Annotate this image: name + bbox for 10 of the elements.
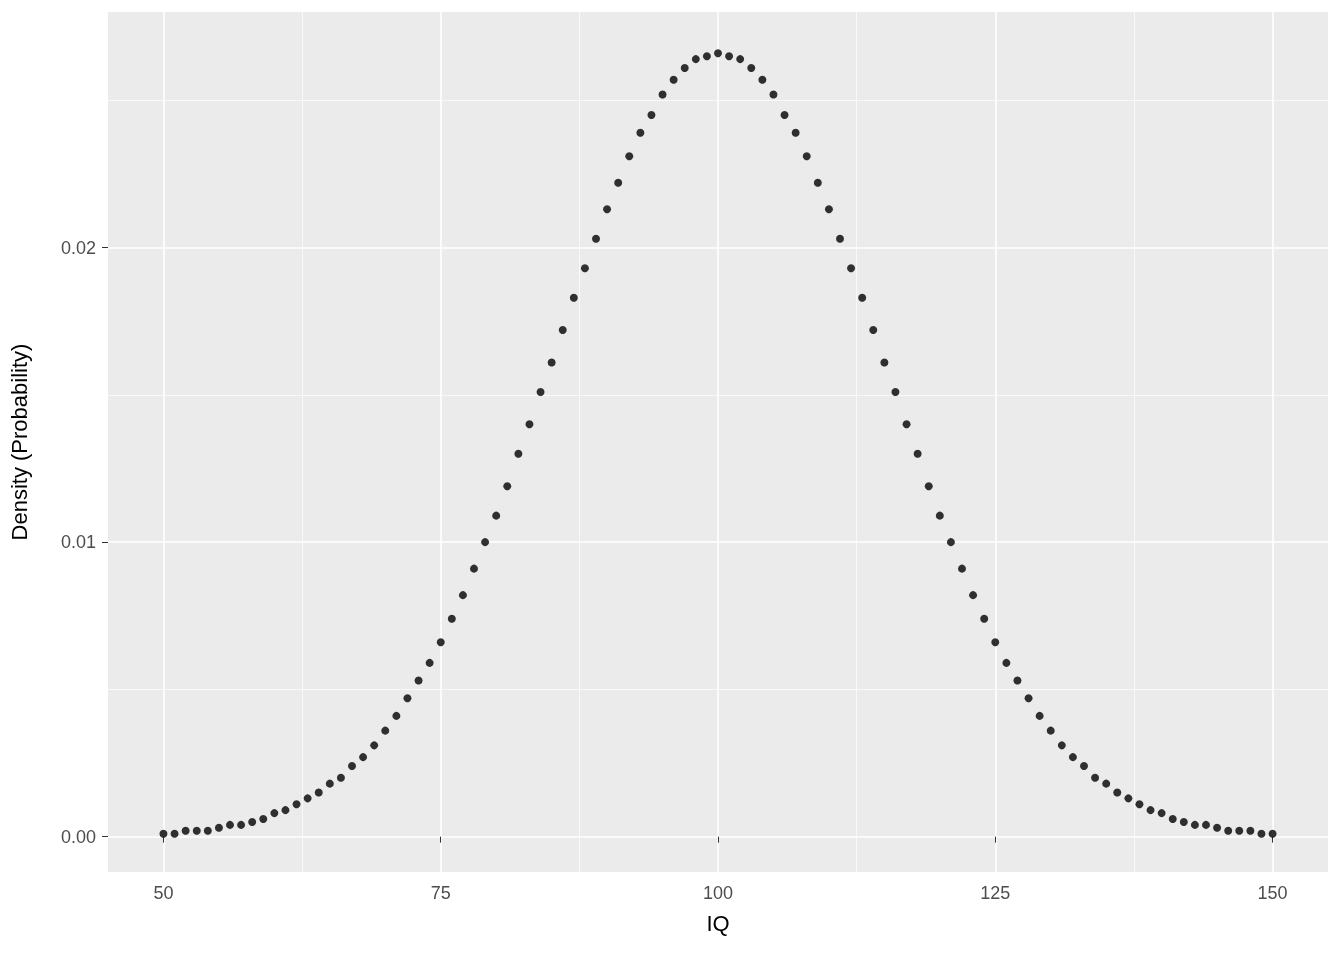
x-tick-label: 125 [980,883,1011,903]
x-tick-label: 75 [430,883,451,903]
y-tick-label: 0.00 [60,826,96,847]
x-tick-label: 50 [153,883,174,903]
x-axis-title: IQ [706,910,730,936]
y-tick-label: 0.01 [60,532,96,553]
x-tick-label: 150 [1257,883,1288,903]
y-tick-label: 0.02 [60,237,96,258]
y-axis-title: Density (Probability) [6,343,32,541]
x-tick-label: 100 [702,883,734,903]
